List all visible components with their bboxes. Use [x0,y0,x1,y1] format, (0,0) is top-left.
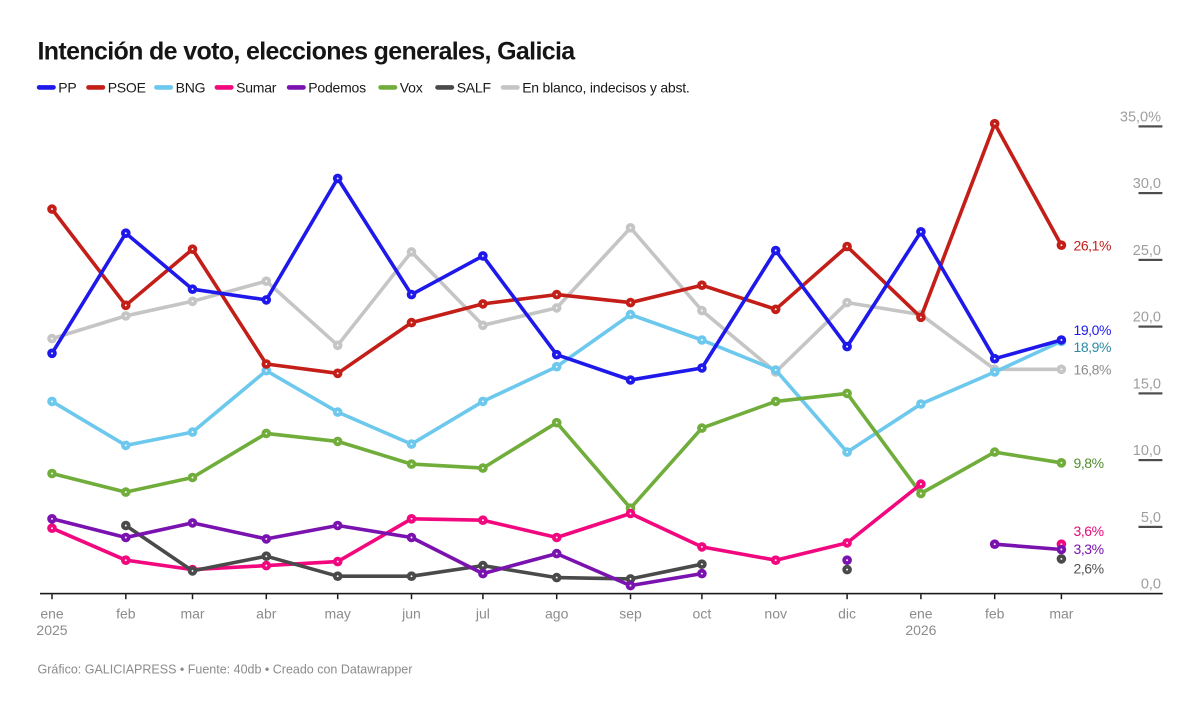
svg-text:2025: 2025 [36,622,67,638]
svg-text:3,6%: 3,6% [1074,523,1104,539]
svg-text:18,9%: 18,9% [1074,339,1111,355]
svg-text:2026: 2026 [905,622,936,638]
svg-text:PSOE: PSOE [108,80,146,96]
svg-text:Podemos: Podemos [308,80,366,96]
svg-text:ago: ago [545,606,569,622]
svg-text:10,0: 10,0 [1133,443,1161,459]
svg-text:mar: mar [1049,606,1073,622]
svg-text:SALF: SALF [457,80,491,96]
svg-text:16,8%: 16,8% [1074,362,1111,378]
svg-text:abr: abr [256,606,277,622]
svg-text:0,0: 0,0 [1141,577,1161,593]
svg-text:jun: jun [401,606,421,622]
svg-text:nov: nov [764,606,787,622]
svg-text:26,1%: 26,1% [1074,237,1111,253]
svg-text:mar: mar [180,606,204,622]
svg-text:9,8%: 9,8% [1074,455,1104,471]
svg-text:BNG: BNG [176,80,206,96]
svg-text:ene: ene [909,606,933,622]
svg-text:30,0: 30,0 [1133,176,1161,192]
svg-text:19,0%: 19,0% [1074,322,1111,338]
svg-text:jul: jul [475,606,490,622]
svg-text:dic: dic [838,606,856,622]
svg-text:PP: PP [58,80,76,96]
svg-text:feb: feb [116,606,136,622]
svg-text:3,3%: 3,3% [1074,541,1104,557]
svg-text:15,0: 15,0 [1133,376,1161,392]
svg-text:En blanco, indecisos y abst.: En blanco, indecisos y abst. [522,80,689,96]
svg-text:5,0: 5,0 [1141,510,1161,526]
svg-text:may: may [324,606,350,622]
svg-text:Sumar: Sumar [236,80,277,96]
svg-text:feb: feb [985,606,1005,622]
svg-text:20,0: 20,0 [1133,310,1161,326]
svg-text:35,0%: 35,0% [1120,109,1161,125]
svg-text:oct: oct [693,606,712,622]
svg-text:Intención de voto, elecciones: Intención de voto, elecciones generales,… [38,38,577,66]
svg-text:Gráfico: GALICIAPRESS • Fuente: Gráfico: GALICIAPRESS • Fuente: 40db • C… [38,663,413,677]
svg-text:25,0: 25,0 [1133,243,1161,259]
svg-text:sep: sep [619,606,642,622]
svg-text:ene: ene [40,606,64,622]
svg-text:2,6%: 2,6% [1074,560,1104,576]
svg-text:Vox: Vox [400,80,423,96]
